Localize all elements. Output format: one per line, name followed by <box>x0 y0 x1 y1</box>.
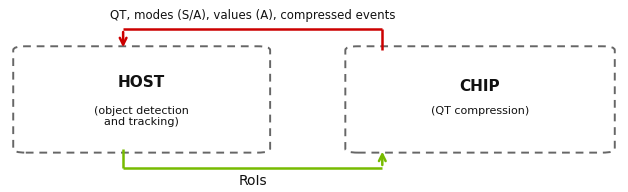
FancyBboxPatch shape <box>345 46 615 153</box>
Text: HOST: HOST <box>118 75 165 90</box>
Text: RoIs: RoIs <box>239 174 267 188</box>
Text: QT, modes (S/A), values (A), compressed events: QT, modes (S/A), values (A), compressed … <box>110 9 396 22</box>
FancyBboxPatch shape <box>13 46 270 153</box>
Text: CHIP: CHIP <box>460 79 501 94</box>
Text: (object detection
and tracking): (object detection and tracking) <box>94 106 189 127</box>
Text: (QT compression): (QT compression) <box>431 106 529 116</box>
